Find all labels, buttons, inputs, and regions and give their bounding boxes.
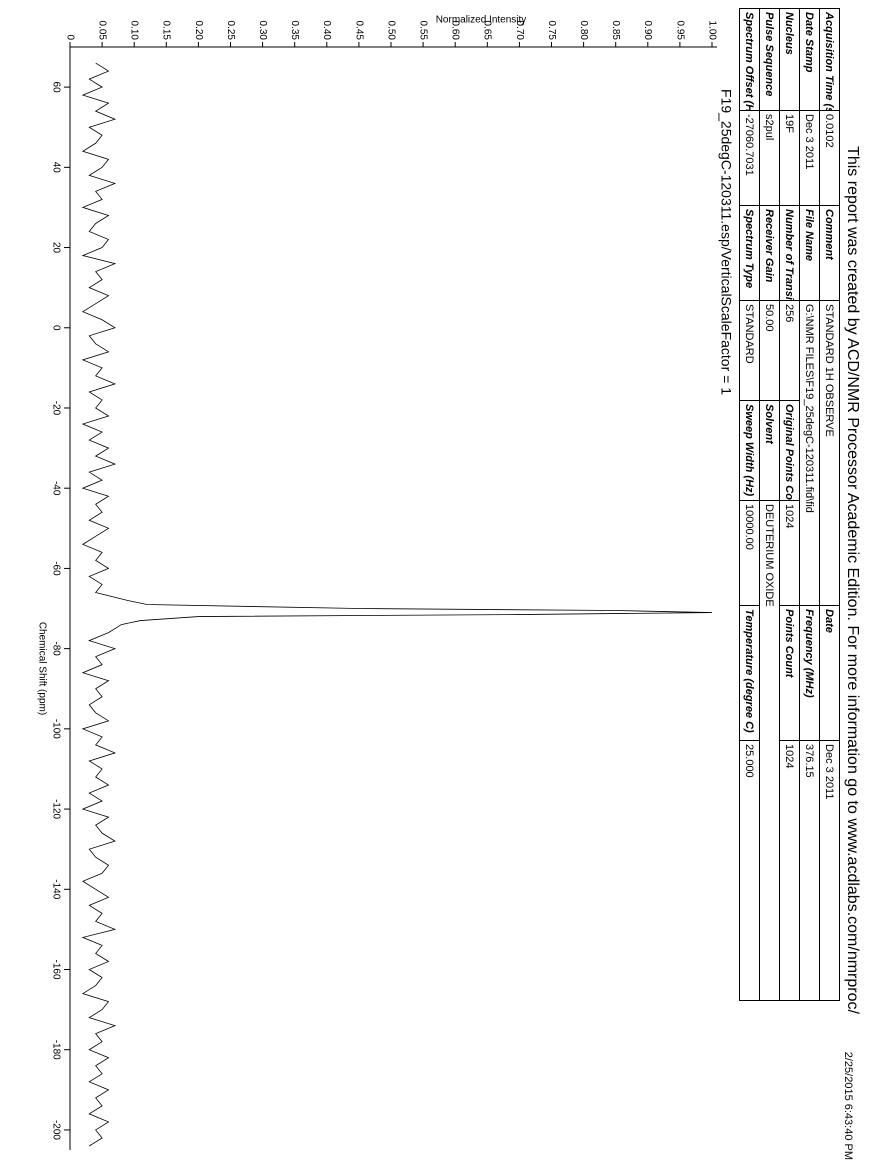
cell-value: Dec 3 2011 (799, 110, 820, 206)
cell-label: Date Stamp (799, 8, 820, 111)
x-tick-label: -20 (50, 401, 61, 416)
cell-value: -27060.7031 (739, 110, 760, 206)
y-tick-label: 0.55 (417, 21, 428, 41)
cell-label: Receiver Gain (759, 205, 780, 301)
y-tick-label: 0.35 (289, 21, 300, 41)
x-tick-label: 20 (50, 242, 61, 254)
cell-label: Pulse Sequence (759, 8, 780, 111)
x-tick-label: 60 (50, 82, 61, 94)
y-tick-label: 0.15 (161, 21, 172, 41)
table-row: Date Stamp Dec 3 2011 File Name G:\NMR F… (799, 8, 820, 1001)
y-tick-label: 0.10 (129, 21, 140, 41)
y-tick-label: 0.90 (642, 21, 653, 41)
cell-value: s2pul (759, 110, 780, 206)
cell-label: Temperature (degree C) (739, 605, 760, 741)
table-row: Acquisition Time (sec) 0.0102 Comment ST… (819, 8, 840, 1001)
cell-value: DEUTERIUM OXIDE (759, 500, 780, 1001)
x-tick-label: -120 (50, 799, 61, 819)
y-tick-label: 0.65 (482, 21, 493, 41)
cell-label: File Name (799, 205, 820, 301)
cell-value: Dec 3 2011 (819, 740, 840, 1001)
cell-value: 0.0102 (819, 110, 840, 206)
annotation: F19_25degC-120311.esp/VerticalScaleFacto… (718, 89, 734, 395)
y-tick-label: 0.45 (353, 21, 364, 41)
x-tick-label: -140 (50, 879, 61, 899)
y-tick-label: 0.85 (610, 21, 621, 41)
cell-value: 256 (779, 300, 800, 401)
table-row: Pulse Sequence s2pul Receiver Gain 50.00… (759, 8, 780, 1001)
cell-label: Sweep Width (Hz) (739, 400, 760, 501)
table-row: Nucleus 19F Number of Transients 256 Ori… (779, 8, 800, 1001)
cell-value: 50.00 (759, 300, 780, 401)
cell-value: 19F (779, 110, 800, 206)
cell-value: 376.15 (799, 740, 820, 1001)
cell-value: 1024 (779, 500, 800, 606)
y-tick-label: 0.30 (257, 21, 268, 41)
cell-value: STANDARD 1H OBSERVE (819, 300, 840, 606)
cell-label: Number of Transients (779, 205, 800, 301)
y-axis-title: Normalized Intensity (436, 15, 527, 26)
cell-label: Spectrum Type (739, 205, 760, 301)
x-tick-label: -160 (50, 960, 61, 980)
x-tick-label: -60 (50, 561, 61, 576)
y-tick-label: 0.20 (193, 21, 204, 41)
cell-value: STANDARD (739, 300, 760, 401)
y-tick-label: 0.40 (321, 21, 332, 41)
y-tick-label: 0.70 (514, 21, 525, 41)
cell-label: Comment (819, 205, 840, 301)
x-tick-label: -100 (50, 719, 61, 739)
x-tick-label: 0 (50, 325, 61, 331)
report-title: This report was created by ACD/NMR Proce… (844, 146, 861, 1014)
report-date: 2/25/2015 6:43:40 PM (842, 1052, 854, 1160)
cell-value: G:\NMR FILES\F19_25degC-120311.fid\fid (799, 300, 820, 606)
y-tick-label: 0 (64, 34, 75, 40)
cell-value: 10000.00 (739, 500, 760, 606)
cell-label: Acquisition Time (sec) (819, 8, 840, 111)
table-row: Spectrum Offset (Hz) -27060.7031 Spectru… (739, 8, 760, 1001)
x-axis-title: Chemical Shift (ppm) (36, 622, 47, 715)
x-tick-label: -200 (50, 1120, 61, 1140)
x-tick-label: -40 (50, 481, 61, 496)
x-tick-label: -180 (50, 1040, 61, 1060)
cell-label: Original Points Count (779, 400, 800, 501)
cell-label: Points Count (779, 605, 800, 741)
y-tick-label: 0.75 (546, 21, 557, 41)
cell-label: Frequency (MHz) (799, 605, 820, 741)
cell-value: 1024 (779, 740, 800, 1001)
y-tick-label: 1.00 (706, 21, 717, 41)
y-tick-label: 0.60 (450, 21, 461, 41)
y-tick-label: 0.50 (385, 21, 396, 41)
cell-label: Spectrum Offset (Hz) (739, 8, 760, 111)
cell-label: Date (819, 605, 840, 741)
cell-label: Solvent (759, 400, 780, 501)
x-tick-label: 40 (50, 162, 61, 174)
y-tick-label: 0.25 (225, 21, 236, 41)
cell-label: Nucleus (779, 8, 800, 111)
cell-value: 25.000 (739, 740, 760, 1001)
y-tick-label: 0.05 (96, 21, 107, 41)
y-tick-label: 0.95 (674, 21, 685, 41)
info-table: Acquisition Time (sec) 0.0102 Comment ST… (739, 8, 840, 1001)
y-tick-label: 0.80 (578, 21, 589, 41)
spectrum-line (81, 62, 713, 1147)
x-tick-label: -80 (50, 641, 61, 656)
